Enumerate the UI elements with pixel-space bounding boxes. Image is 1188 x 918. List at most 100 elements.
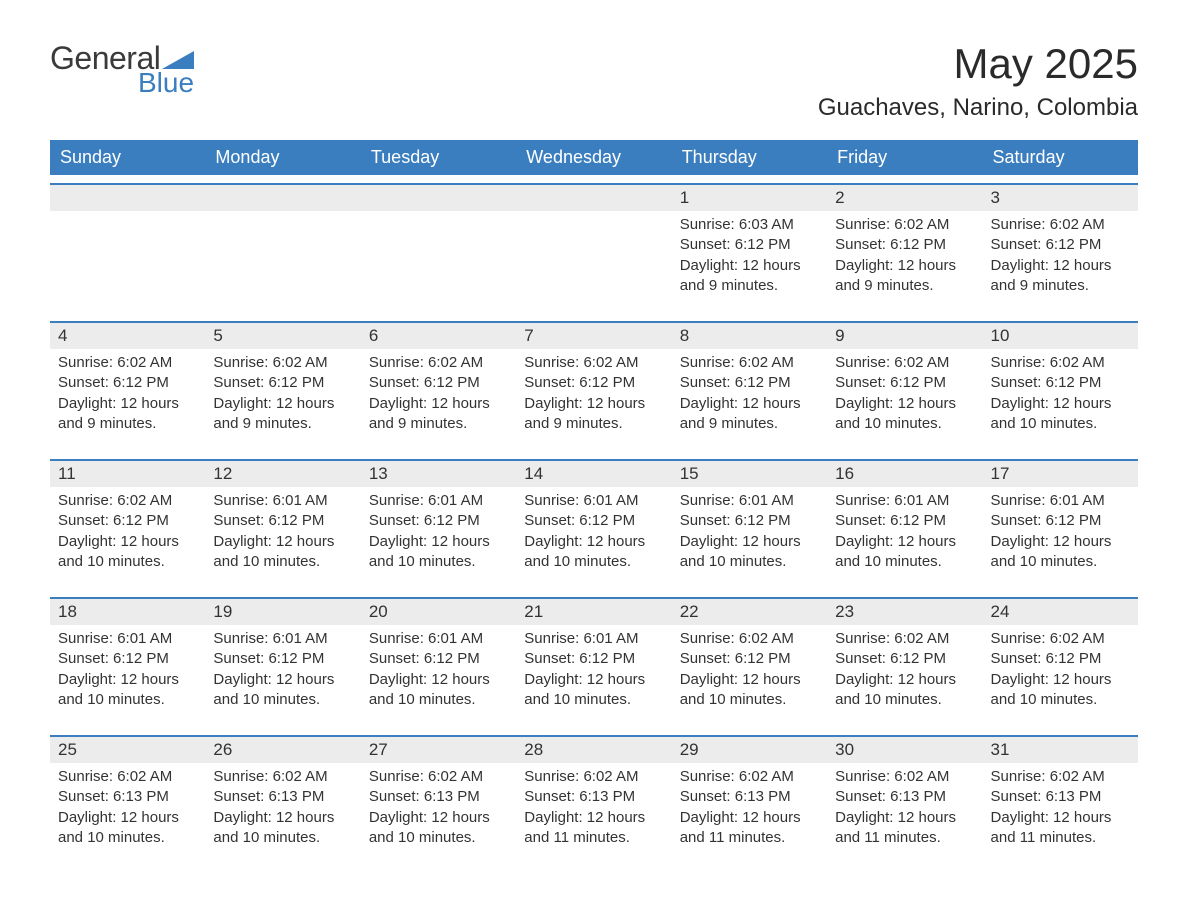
daylight-text: Daylight: 12 hours and 10 minutes.: [680, 670, 819, 711]
day-number: 14: [516, 461, 671, 487]
day-number: 20: [361, 599, 516, 625]
day-details: Sunrise: 6:02 AMSunset: 6:12 PMDaylight:…: [983, 349, 1138, 438]
sunrise-text: Sunrise: 6:01 AM: [835, 491, 974, 511]
sunrise-text: Sunrise: 6:02 AM: [213, 767, 352, 787]
week-row: 11Sunrise: 6:02 AMSunset: 6:12 PMDayligh…: [50, 459, 1138, 589]
daylight-text: Daylight: 12 hours and 11 minutes.: [991, 808, 1130, 849]
sunset-text: Sunset: 6:12 PM: [369, 649, 508, 669]
day-details: Sunrise: 6:02 AMSunset: 6:12 PMDaylight:…: [361, 349, 516, 438]
sunset-text: Sunset: 6:12 PM: [835, 649, 974, 669]
brand-logo: General Blue: [50, 40, 194, 99]
day-details: Sunrise: 6:02 AMSunset: 6:12 PMDaylight:…: [50, 487, 205, 576]
day-details: Sunrise: 6:02 AMSunset: 6:12 PMDaylight:…: [983, 211, 1138, 300]
sunset-text: Sunset: 6:13 PM: [680, 787, 819, 807]
day-details: Sunrise: 6:02 AMSunset: 6:13 PMDaylight:…: [827, 763, 982, 852]
sunrise-text: Sunrise: 6:01 AM: [991, 491, 1130, 511]
sunset-text: Sunset: 6:13 PM: [524, 787, 663, 807]
week-row: 1Sunrise: 6:03 AMSunset: 6:12 PMDaylight…: [50, 183, 1138, 313]
day-details: Sunrise: 6:02 AMSunset: 6:12 PMDaylight:…: [672, 349, 827, 438]
day-details: Sunrise: 6:02 AMSunset: 6:12 PMDaylight:…: [516, 349, 671, 438]
daylight-text: Daylight: 12 hours and 9 minutes.: [369, 394, 508, 435]
location-subtitle: Guachaves, Narino, Colombia: [818, 94, 1138, 122]
daylight-text: Daylight: 12 hours and 10 minutes.: [835, 394, 974, 435]
day-number: 3: [983, 185, 1138, 211]
sunrise-text: Sunrise: 6:02 AM: [991, 629, 1130, 649]
day-number: 29: [672, 737, 827, 763]
daylight-text: Daylight: 12 hours and 10 minutes.: [213, 532, 352, 573]
day-cell: 16Sunrise: 6:01 AMSunset: 6:12 PMDayligh…: [827, 461, 982, 589]
sunrise-text: Sunrise: 6:02 AM: [835, 215, 974, 235]
daylight-text: Daylight: 12 hours and 11 minutes.: [835, 808, 974, 849]
day-cell: 26Sunrise: 6:02 AMSunset: 6:13 PMDayligh…: [205, 737, 360, 865]
weekday-header: Monday: [205, 140, 360, 175]
sunrise-text: Sunrise: 6:02 AM: [369, 353, 508, 373]
day-cell: [516, 185, 671, 313]
sunrise-text: Sunrise: 6:02 AM: [58, 353, 197, 373]
sunrise-text: Sunrise: 6:02 AM: [524, 767, 663, 787]
day-cell: 5Sunrise: 6:02 AMSunset: 6:12 PMDaylight…: [205, 323, 360, 451]
day-details: Sunrise: 6:02 AMSunset: 6:13 PMDaylight:…: [672, 763, 827, 852]
day-details: Sunrise: 6:01 AMSunset: 6:12 PMDaylight:…: [205, 625, 360, 714]
day-number: 26: [205, 737, 360, 763]
day-cell: 23Sunrise: 6:02 AMSunset: 6:12 PMDayligh…: [827, 599, 982, 727]
day-number: 1: [672, 185, 827, 211]
day-cell: 12Sunrise: 6:01 AMSunset: 6:12 PMDayligh…: [205, 461, 360, 589]
sunset-text: Sunset: 6:12 PM: [835, 373, 974, 393]
sunset-text: Sunset: 6:12 PM: [991, 649, 1130, 669]
day-cell: 14Sunrise: 6:01 AMSunset: 6:12 PMDayligh…: [516, 461, 671, 589]
day-details: Sunrise: 6:03 AMSunset: 6:12 PMDaylight:…: [672, 211, 827, 300]
day-cell: 10Sunrise: 6:02 AMSunset: 6:12 PMDayligh…: [983, 323, 1138, 451]
sunset-text: Sunset: 6:12 PM: [680, 235, 819, 255]
sunset-text: Sunset: 6:12 PM: [369, 373, 508, 393]
day-cell: 29Sunrise: 6:02 AMSunset: 6:13 PMDayligh…: [672, 737, 827, 865]
sunrise-text: Sunrise: 6:01 AM: [58, 629, 197, 649]
daylight-text: Daylight: 12 hours and 10 minutes.: [213, 670, 352, 711]
weekday-header: Friday: [827, 140, 982, 175]
daylight-text: Daylight: 12 hours and 9 minutes.: [680, 394, 819, 435]
day-details: Sunrise: 6:01 AMSunset: 6:12 PMDaylight:…: [983, 487, 1138, 576]
sunset-text: Sunset: 6:12 PM: [369, 511, 508, 531]
weekday-header: Saturday: [983, 140, 1138, 175]
sunset-text: Sunset: 6:12 PM: [835, 235, 974, 255]
day-cell: 8Sunrise: 6:02 AMSunset: 6:12 PMDaylight…: [672, 323, 827, 451]
sunrise-text: Sunrise: 6:02 AM: [680, 353, 819, 373]
sunset-text: Sunset: 6:13 PM: [58, 787, 197, 807]
sunset-text: Sunset: 6:13 PM: [835, 787, 974, 807]
day-details: Sunrise: 6:02 AMSunset: 6:12 PMDaylight:…: [827, 625, 982, 714]
header: General Blue May 2025 Guachaves, Narino,…: [50, 40, 1138, 122]
sunrise-text: Sunrise: 6:02 AM: [213, 353, 352, 373]
daylight-text: Daylight: 12 hours and 10 minutes.: [524, 670, 663, 711]
week-row: 18Sunrise: 6:01 AMSunset: 6:12 PMDayligh…: [50, 597, 1138, 727]
daylight-text: Daylight: 12 hours and 10 minutes.: [58, 808, 197, 849]
daylight-text: Daylight: 12 hours and 10 minutes.: [835, 670, 974, 711]
day-cell: 22Sunrise: 6:02 AMSunset: 6:12 PMDayligh…: [672, 599, 827, 727]
day-details: Sunrise: 6:02 AMSunset: 6:13 PMDaylight:…: [516, 763, 671, 852]
daylight-text: Daylight: 12 hours and 11 minutes.: [680, 808, 819, 849]
daylight-text: Daylight: 12 hours and 10 minutes.: [680, 532, 819, 573]
month-title: May 2025: [818, 40, 1138, 88]
day-number: [361, 185, 516, 211]
day-number: 8: [672, 323, 827, 349]
day-cell: 3Sunrise: 6:02 AMSunset: 6:12 PMDaylight…: [983, 185, 1138, 313]
logo-text-blue: Blue: [138, 67, 194, 99]
weekday-header-row: Sunday Monday Tuesday Wednesday Thursday…: [50, 140, 1138, 175]
daylight-text: Daylight: 12 hours and 9 minutes.: [58, 394, 197, 435]
day-number: 24: [983, 599, 1138, 625]
day-cell: 11Sunrise: 6:02 AMSunset: 6:12 PMDayligh…: [50, 461, 205, 589]
sunset-text: Sunset: 6:12 PM: [680, 373, 819, 393]
day-details: Sunrise: 6:02 AMSunset: 6:12 PMDaylight:…: [50, 349, 205, 438]
daylight-text: Daylight: 12 hours and 10 minutes.: [369, 808, 508, 849]
day-cell: [361, 185, 516, 313]
day-details: Sunrise: 6:01 AMSunset: 6:12 PMDaylight:…: [361, 625, 516, 714]
week-row: 25Sunrise: 6:02 AMSunset: 6:13 PMDayligh…: [50, 735, 1138, 865]
sunset-text: Sunset: 6:12 PM: [524, 373, 663, 393]
day-details: Sunrise: 6:01 AMSunset: 6:12 PMDaylight:…: [361, 487, 516, 576]
daylight-text: Daylight: 12 hours and 9 minutes.: [680, 256, 819, 297]
sunrise-text: Sunrise: 6:02 AM: [991, 215, 1130, 235]
sunrise-text: Sunrise: 6:01 AM: [369, 491, 508, 511]
day-cell: 28Sunrise: 6:02 AMSunset: 6:13 PMDayligh…: [516, 737, 671, 865]
day-details: Sunrise: 6:02 AMSunset: 6:13 PMDaylight:…: [205, 763, 360, 852]
day-number: 4: [50, 323, 205, 349]
day-cell: 9Sunrise: 6:02 AMSunset: 6:12 PMDaylight…: [827, 323, 982, 451]
sunrise-text: Sunrise: 6:02 AM: [991, 353, 1130, 373]
